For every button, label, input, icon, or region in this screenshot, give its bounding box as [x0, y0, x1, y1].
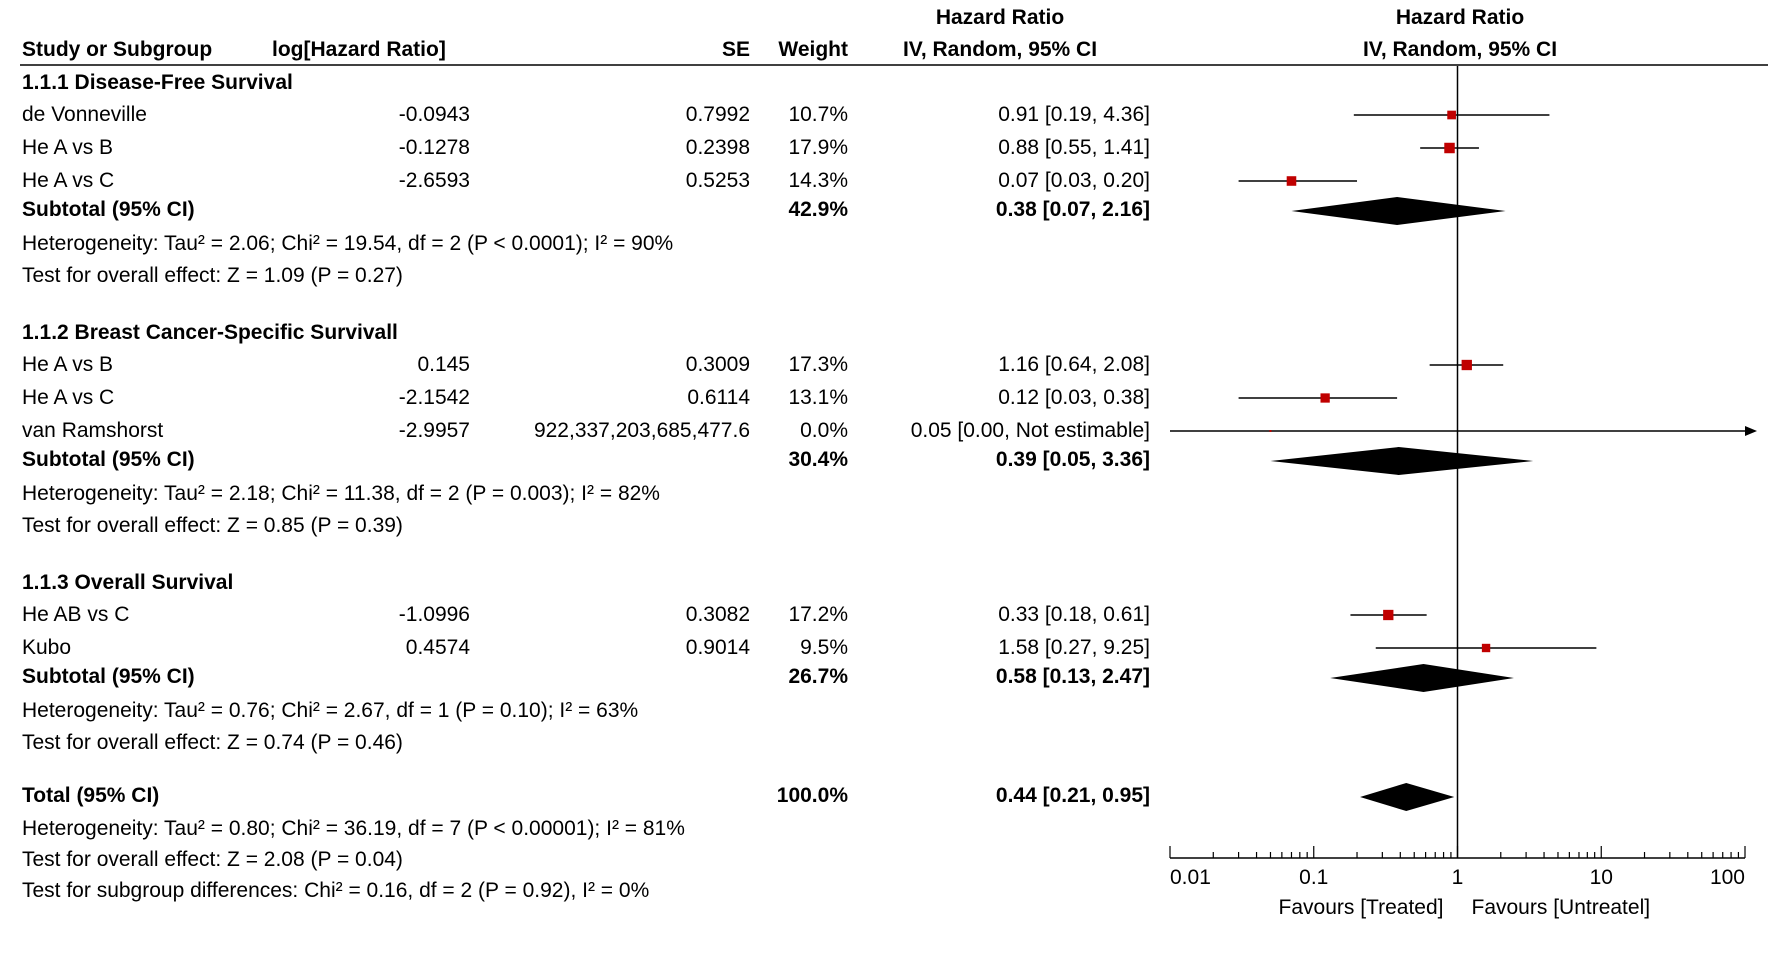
- group-title: 1.1.1 Disease-Free Survival: [22, 71, 293, 94]
- subtotal-ci: 0.39 [0.05, 3.36]: [995, 448, 1150, 471]
- total-heterogeneity-text: Heterogeneity: Tau² = 0.80; Chi² = 36.19…: [22, 817, 685, 840]
- study-ci: 0.88 [0.55, 1.41]: [998, 136, 1150, 159]
- study-se: 0.3082: [685, 603, 750, 626]
- col-header-study: Study or Subgroup: [22, 38, 213, 61]
- study-se: 0.6114: [687, 386, 750, 409]
- study-ci: 0.91 [0.19, 4.36]: [998, 103, 1150, 126]
- heterogeneity-text: Heterogeneity: Tau² = 2.18; Chi² = 11.38…: [22, 482, 660, 505]
- study-name: He A vs B: [22, 353, 114, 376]
- study-se: 0.3009: [685, 353, 750, 376]
- x-tick-label: 0.1: [1299, 866, 1328, 889]
- subtotal-ci: 0.58 [0.13, 2.47]: [995, 665, 1150, 688]
- plot-header-method: IV, Random, 95% CI: [1362, 38, 1558, 61]
- ci-arrow-right: [1745, 426, 1757, 436]
- overall-effect-text: Test for overall effect: Z = 1.09 (P = 0…: [22, 264, 403, 287]
- subtotal-diamond: [1270, 447, 1534, 475]
- study-se: 0.9014: [685, 636, 750, 659]
- favours-right-label: Favours [Untreatel]: [1472, 896, 1651, 919]
- col-header-se: SE: [721, 38, 750, 61]
- study-loghr: -2.1542: [398, 386, 470, 409]
- study-loghr: 0.145: [417, 353, 470, 376]
- total-label: Total (95% CI): [22, 784, 160, 807]
- study-marker: [1383, 609, 1394, 621]
- study-se: 0.2398: [685, 136, 750, 159]
- study-name: He AB vs C: [22, 603, 130, 626]
- study-marker: [1286, 176, 1297, 186]
- subtotal-label: Subtotal (95% CI): [22, 198, 195, 221]
- subtotal-weight: 26.7%: [788, 665, 848, 688]
- study-se: 922,337,203,685,477.6: [533, 419, 750, 442]
- x-tick-label: 10: [1590, 866, 1613, 889]
- subtotal-label: Subtotal (95% CI): [22, 448, 195, 471]
- col-header-weight: Weight: [778, 38, 848, 61]
- study-marker: [1481, 643, 1491, 653]
- subtotal-diamond: [1291, 197, 1506, 225]
- heterogeneity-text: Heterogeneity: Tau² = 0.76; Chi² = 2.67,…: [22, 699, 639, 722]
- overall-effect-text: Test for overall effect: Z = 0.85 (P = 0…: [22, 514, 403, 537]
- study-name: van Ramshorst: [22, 419, 164, 442]
- col-header-hr-method: IV, Random, 95% CI: [902, 38, 1098, 61]
- study-ci: 1.16 [0.64, 2.08]: [998, 353, 1150, 376]
- overall-effect-text: Test for overall effect: Z = 0.74 (P = 0…: [22, 731, 403, 754]
- study-marker: [1461, 359, 1472, 371]
- study-loghr: -2.6593: [398, 169, 470, 192]
- study-loghr: -2.9957: [398, 419, 470, 442]
- plot-header-title: Hazard Ratio: [1395, 6, 1525, 29]
- study-ci: 0.05 [0.00, Not estimable]: [910, 419, 1150, 442]
- study-loghr: -0.1278: [398, 136, 470, 159]
- study-weight: 13.1%: [788, 386, 848, 409]
- study-weight: 9.5%: [800, 636, 848, 659]
- study-weight: 0.0%: [800, 419, 848, 442]
- study-loghr: -1.0996: [398, 603, 470, 626]
- study-name: He A vs C: [22, 169, 115, 192]
- subtotal-weight: 42.9%: [788, 198, 848, 221]
- study-ci: 0.33 [0.18, 0.61]: [998, 603, 1150, 626]
- subtotal-diamond: [1330, 664, 1514, 692]
- study-weight: 14.3%: [788, 169, 848, 192]
- study-se: 0.5253: [685, 169, 750, 192]
- study-loghr: 0.4574: [405, 636, 470, 659]
- x-tick-label: 0.01: [1170, 866, 1211, 889]
- study-marker: [1320, 393, 1330, 403]
- heterogeneity-text: Heterogeneity: Tau² = 2.06; Chi² = 19.54…: [22, 232, 674, 255]
- total-overall-effect-text: Test for overall effect: Z = 2.08 (P = 0…: [22, 848, 403, 871]
- study-weight: 17.3%: [788, 353, 848, 376]
- total-weight: 100.0%: [776, 784, 848, 807]
- study-marker: [1447, 110, 1456, 120]
- study-weight: 10.7%: [788, 103, 848, 126]
- study-ci: 0.07 [0.03, 0.20]: [998, 169, 1150, 192]
- study-marker: [1444, 142, 1455, 154]
- subtotal-weight: 30.4%: [788, 448, 848, 471]
- study-weight: 17.9%: [788, 136, 848, 159]
- subgroup-differences-text: Test for subgroup differences: Chi² = 0.…: [22, 879, 650, 902]
- study-name: He A vs B: [22, 136, 114, 159]
- study-ci: 0.12 [0.03, 0.38]: [998, 386, 1150, 409]
- study-weight: 17.2%: [788, 603, 848, 626]
- total-diamond: [1360, 783, 1455, 811]
- study-name: de Vonneville: [22, 103, 147, 126]
- group-title: 1.1.2 Breast Cancer-Specific Survivall: [22, 321, 398, 344]
- x-tick-label: 1: [1452, 866, 1464, 889]
- x-tick-label: 100: [1710, 866, 1745, 889]
- group-title: 1.1.3 Overall Survival: [22, 571, 234, 594]
- study-name: He A vs C: [22, 386, 115, 409]
- study-name: Kubo: [22, 636, 72, 659]
- study-loghr: -0.0943: [398, 103, 470, 126]
- study-marker: [1269, 430, 1272, 432]
- study-ci: 1.58 [0.27, 9.25]: [998, 636, 1150, 659]
- col-header-loghr: log[Hazard Ratio]: [272, 38, 446, 61]
- total-ci: 0.44 [0.21, 0.95]: [995, 784, 1150, 807]
- subtotal-label: Subtotal (95% CI): [22, 665, 195, 688]
- col-header-hr-title: Hazard Ratio: [935, 6, 1065, 29]
- subtotal-ci: 0.38 [0.07, 2.16]: [995, 198, 1150, 221]
- favours-left-label: Favours [Treated]: [1279, 896, 1444, 919]
- study-se: 0.7992: [685, 103, 750, 126]
